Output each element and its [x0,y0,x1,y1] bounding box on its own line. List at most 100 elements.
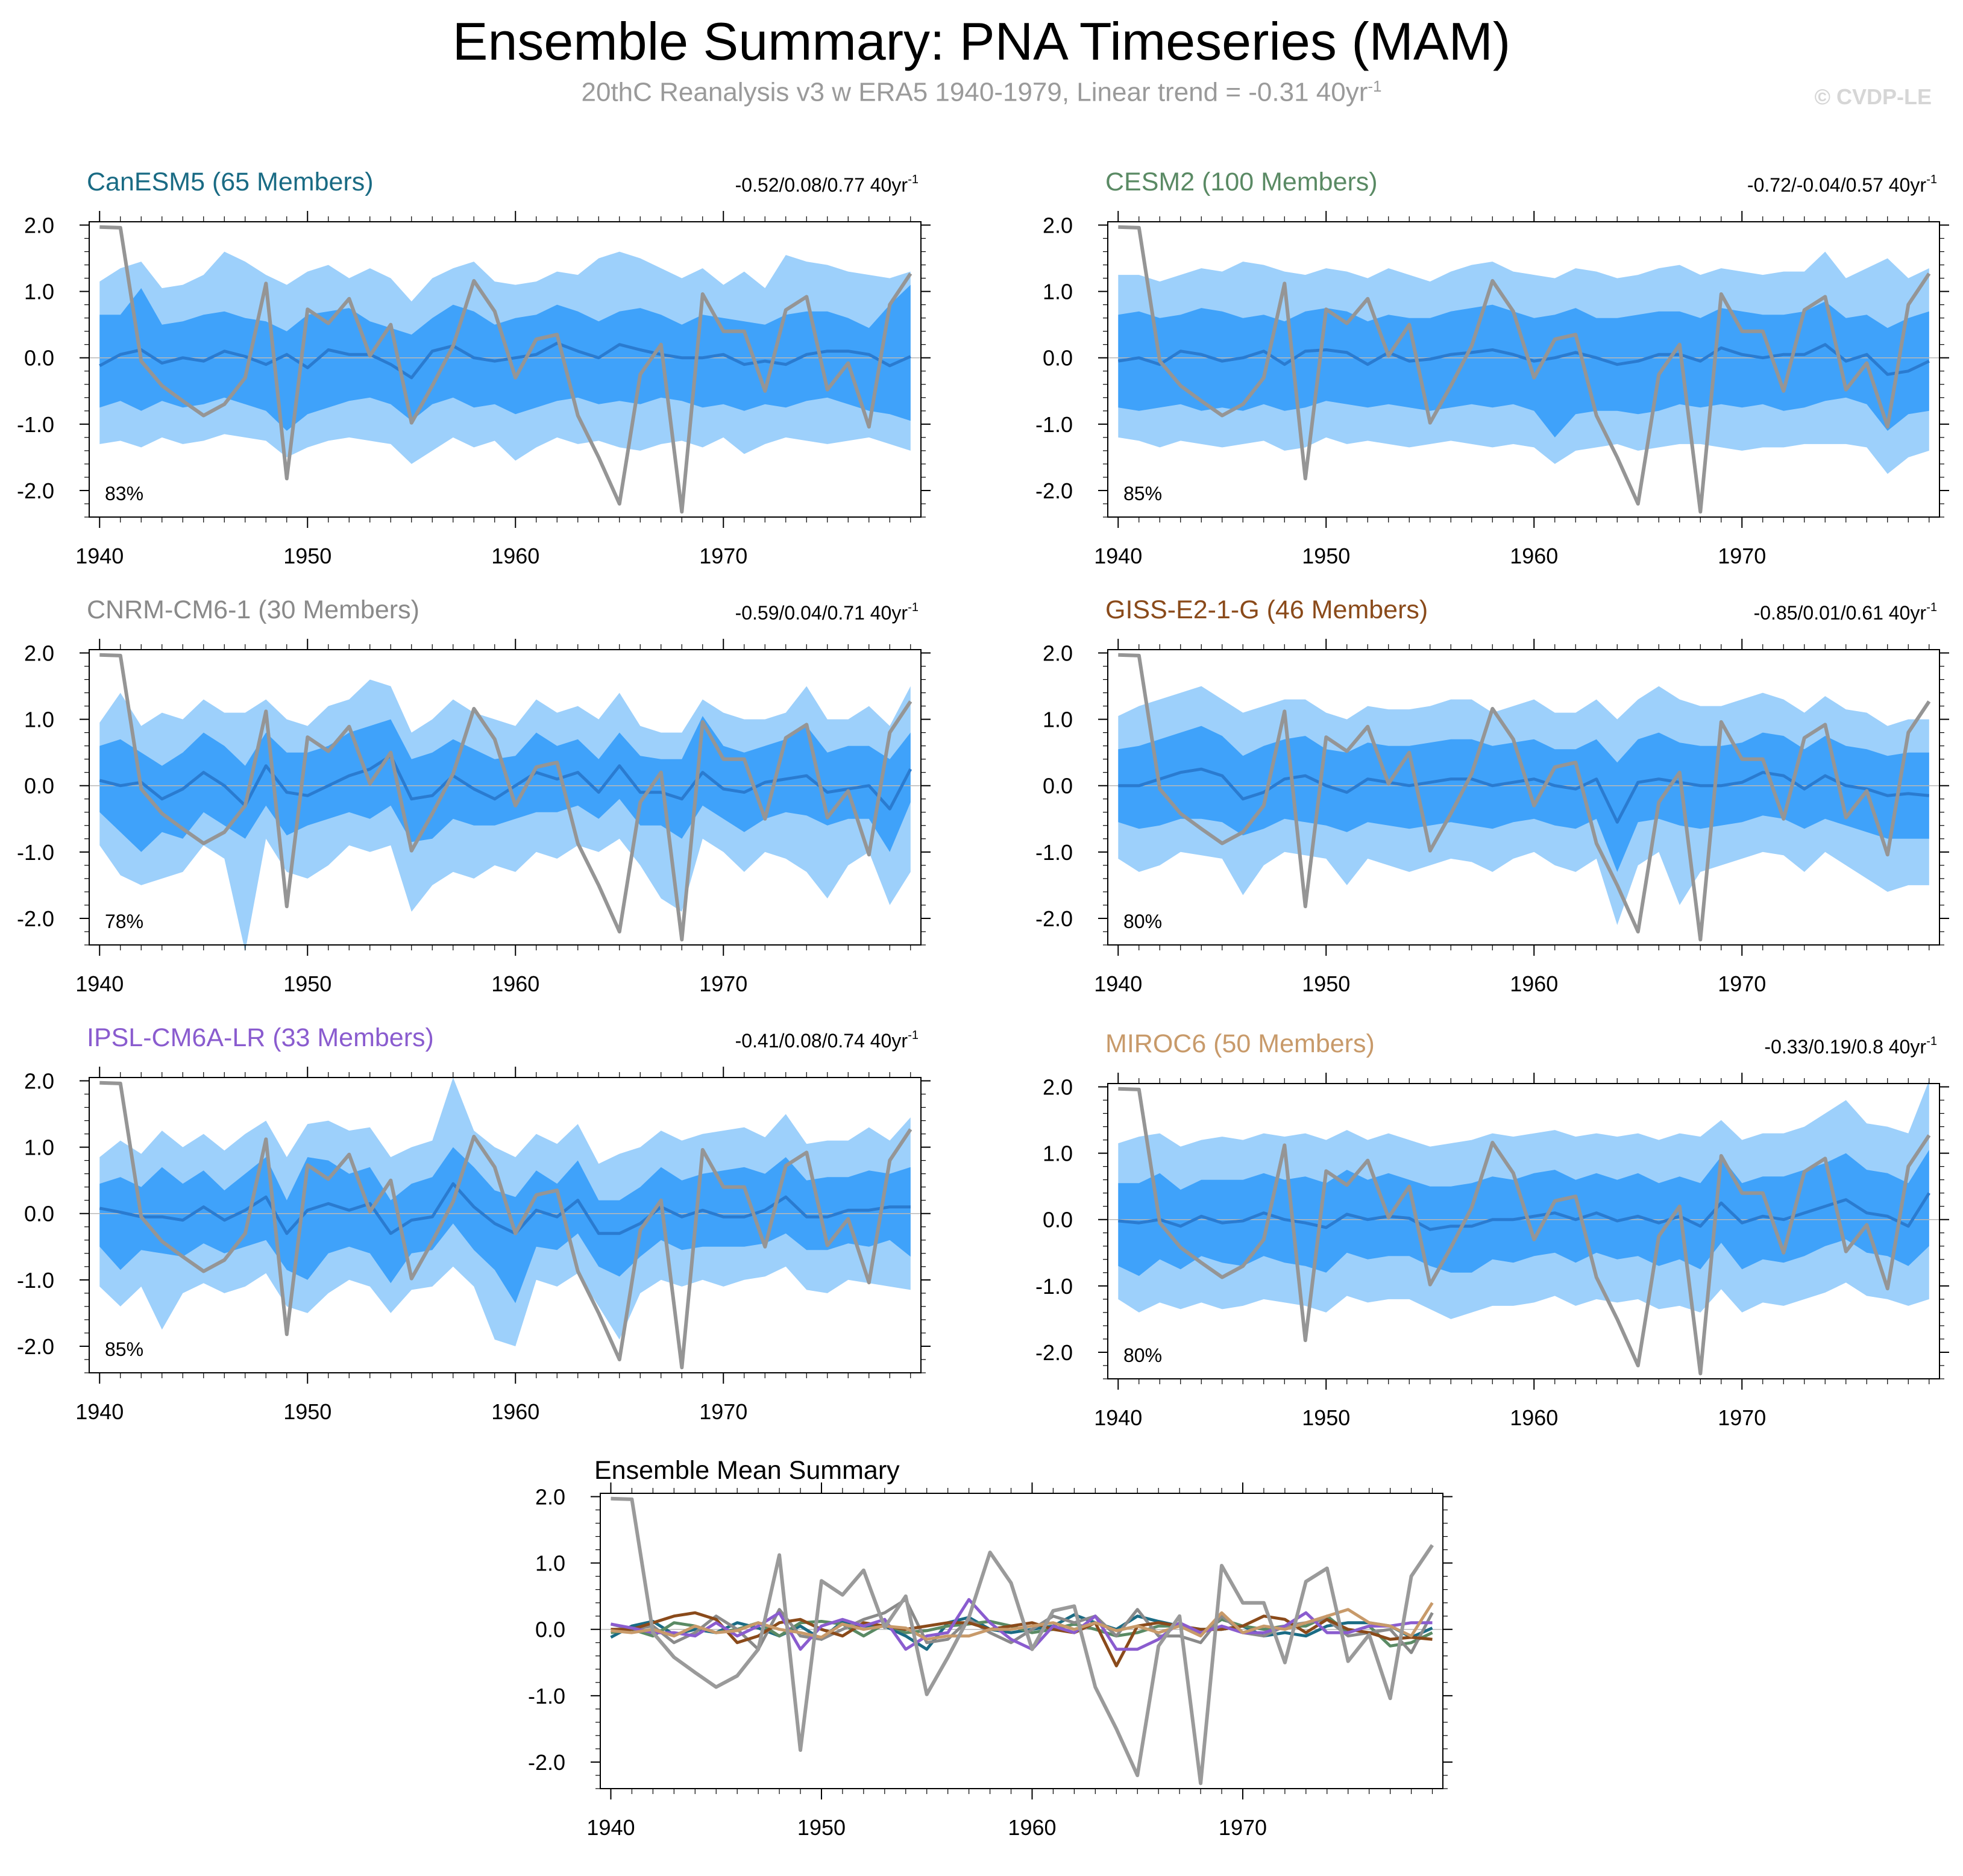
y-tick-label: -2.0 [17,1334,54,1359]
y-tick-label: -2.0 [1035,478,1073,503]
x-tick-label: 1950 [283,1399,331,1424]
ensemble-mean-line [99,342,911,380]
observed-line [99,225,912,514]
panel-trend-superscript: -1 [1926,601,1937,614]
panel-trend-label: -0.59/0.04/0.71 40yr [735,602,908,624]
x-tick-label: 1970 [699,544,747,568]
y-tick-label: -1.0 [1035,412,1073,437]
x-tick-label: 1960 [1510,971,1558,996]
observed-line [1118,225,1931,514]
x-tick-label: 1960 [491,544,539,568]
x-tick-label: 1970 [1718,544,1766,568]
inner-spread-band [1118,301,1929,438]
inner-spread-band [1118,1150,1929,1276]
percent-label: 80% [1123,911,1162,932]
x-tick-label: 1960 [1008,1815,1056,1840]
y-tick-label: 1.0 [24,280,54,304]
observed-line [611,1496,1434,1786]
y-tick-label: 0.0 [1043,346,1073,371]
panel-5: 2.0 1.0 0.0 -1.0 -2.0 1940 1950 1960 1970 MIROC6 … [1035,1029,1949,1430]
panel-trend-label: -0.85/0.01/0.61 40yr [1754,602,1927,624]
y-tick-label: -1.0 [1035,1274,1073,1299]
x-tick-label: 1940 [75,1399,124,1424]
y-tick-label: 0.0 [1043,1208,1073,1232]
x-tick-label: 1940 [1094,971,1142,996]
y-tick-label: 2.0 [535,1485,565,1510]
ensemble-mean-panel: 2.0 1.0 0.0 -1.0 -2.0 1940 1950 1960 1970 Ensembl… [528,1456,1453,1840]
x-tick-label: 1970 [699,1399,747,1424]
y-tick-label: 2.0 [24,641,54,666]
panel-title: GISS-E2-1-G (46 Members) [1105,595,1428,624]
y-tick-label: -1.0 [1035,840,1073,865]
observed-line [99,1081,912,1370]
y-tick-label: 2.0 [24,1069,54,1094]
y-tick-label: -2.0 [1035,1340,1073,1365]
plot-frame [1107,221,1940,518]
plot-frame [600,1493,1443,1789]
percent-label: 85% [1123,483,1162,504]
panel-title: IPSL-CM6A-LR (33 Members) [87,1023,434,1052]
y-tick-label: -1.0 [17,412,54,437]
panel-1: 2.0 1.0 0.0 -1.0 -2.0 1940 1950 1960 1970 CESM2 (… [1035,168,1949,568]
panel-title: Ensemble Mean Summary [594,1456,900,1485]
x-tick-label: 1950 [283,971,331,996]
panel-0: 2.0 1.0 0.0 -1.0 -2.0 1940 1950 1960 1970 CanESM5… [17,168,931,568]
y-tick-label: -1.0 [528,1684,565,1708]
x-tick-label: 1970 [1718,1405,1766,1430]
panel-trend-label: -0.41/0.08/0.74 40yr [735,1030,908,1052]
x-tick-label: 1940 [586,1815,635,1840]
panel-trend-superscript: -1 [1926,173,1937,186]
y-tick-label: 2.0 [1043,213,1073,238]
subtitle-text: 20thC Reanalysis v3 w ERA5 1940-1979, Li… [581,77,1368,107]
y-tick-label: 0.0 [535,1617,565,1642]
panel-trend-superscript: -1 [1926,1035,1937,1048]
plot-frame [89,1077,922,1373]
plot-frame [1107,1083,1940,1379]
y-tick-label: 1.0 [24,707,54,732]
y-tick-label: -2.0 [528,1750,565,1775]
panel-trend-label: -0.52/0.08/0.77 40yr [735,174,908,196]
y-tick-label: -1.0 [17,840,54,865]
x-tick-label: 1950 [797,1815,846,1840]
panel-title: CanESM5 (65 Members) [87,168,374,196]
x-tick-label: 1950 [1302,1405,1350,1430]
percent-label: 83% [105,483,143,504]
y-tick-label: -2.0 [1035,906,1073,931]
y-tick-label: 0.0 [24,774,54,798]
figure-title: Ensemble Summary: PNA Timeseries (MAM) [452,11,1511,71]
inner-spread-band [1118,726,1929,872]
figure-subtitle: 20thC Reanalysis v3 w ERA5 1940-1979, Li… [0,77,1963,108]
watermark: © CVDP-LE [1814,84,1932,109]
panel-trend-superscript: -1 [908,1029,919,1042]
x-tick-label: 1940 [1094,544,1142,568]
y-tick-label: 2.0 [1043,641,1073,666]
x-tick-label: 1940 [75,544,124,568]
y-tick-label: 1.0 [1043,280,1073,304]
x-tick-label: 1940 [75,971,124,996]
panel-trend-label: -0.33/0.19/0.8 40yr [1764,1036,1926,1058]
observed-line [1118,1087,1931,1376]
x-tick-label: 1960 [491,1399,539,1424]
subtitle-superscript: -1 [1368,77,1382,95]
inner-spread-band [99,716,911,852]
x-tick-label: 1940 [1094,1405,1142,1430]
panel-title: MIROC6 (50 Members) [1105,1029,1375,1058]
panel-2: 2.0 1.0 0.0 -1.0 -2.0 1940 1950 1960 1970 CNRM-CM… [17,595,931,996]
panel-title: CESM2 (100 Members) [1105,168,1378,196]
panel-trend-label: -0.72/-0.04/0.57 40yr [1747,174,1926,196]
x-tick-label: 1970 [1718,971,1766,996]
percent-label: 78% [105,911,143,932]
panel-3: 2.0 1.0 0.0 -1.0 -2.0 1940 1950 1960 1970 GISS-E2… [1035,595,1949,996]
inner-spread-band [99,1147,911,1303]
panel-title: CNRM-CM6-1 (30 Members) [87,595,419,624]
y-tick-label: 2.0 [24,213,54,238]
x-tick-label: 1950 [1302,971,1350,996]
y-tick-label: 1.0 [24,1135,54,1160]
y-tick-label: 0.0 [24,346,54,371]
panel-4: 2.0 1.0 0.0 -1.0 -2.0 1940 1950 1960 1970 IPSL-CM… [17,1023,931,1424]
y-tick-label: -1.0 [17,1268,54,1293]
y-tick-label: 2.0 [1043,1075,1073,1100]
x-tick-label: 1970 [699,971,747,996]
plot-frame [89,221,922,518]
plot-frame [89,649,922,946]
